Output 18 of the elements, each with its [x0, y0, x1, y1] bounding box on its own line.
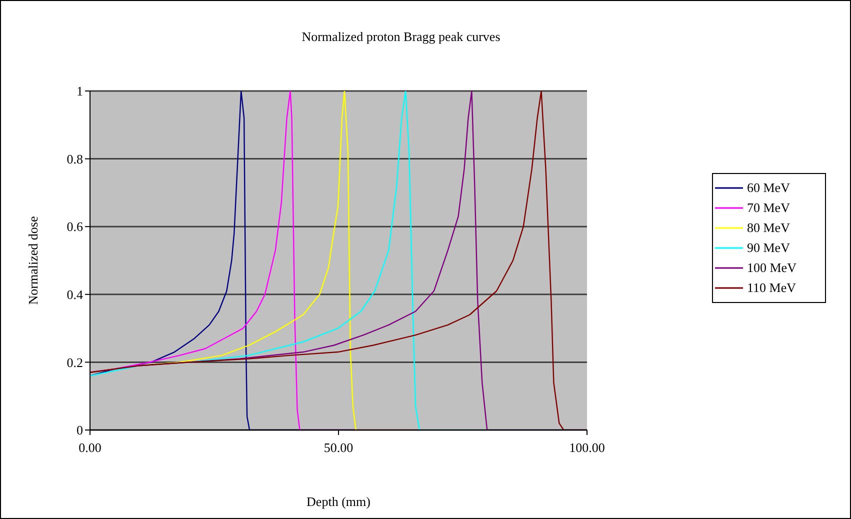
y-tick-label: 0	[76, 422, 83, 438]
legend-label: 110 MeV	[747, 279, 796, 297]
legend-label: 80 MeV	[747, 219, 790, 237]
x-axis-title: Depth (mm)	[306, 494, 370, 509]
y-axis-title: Normalized dose	[26, 216, 41, 305]
x-tick-label: 50.00	[324, 440, 354, 456]
x-tick-label: 100.00	[569, 440, 605, 456]
y-tick-label: 0.4	[66, 287, 84, 302]
legend-label: 90 MeV	[747, 239, 790, 257]
legend-label: 70 MeV	[747, 199, 790, 217]
y-tick-label: 1	[76, 84, 83, 99]
chart-title: Normalized proton Bragg peak curves	[300, 29, 502, 45]
x-tick-label: 0.00	[78, 440, 102, 456]
y-tick-label: 0.8	[66, 151, 83, 166]
legend-label: 60 MeV	[747, 179, 790, 197]
y-tick-label: 0.2	[66, 354, 83, 370]
legend-label: 100 MeV	[747, 259, 796, 277]
y-tick-label: 0.6	[66, 219, 84, 234]
